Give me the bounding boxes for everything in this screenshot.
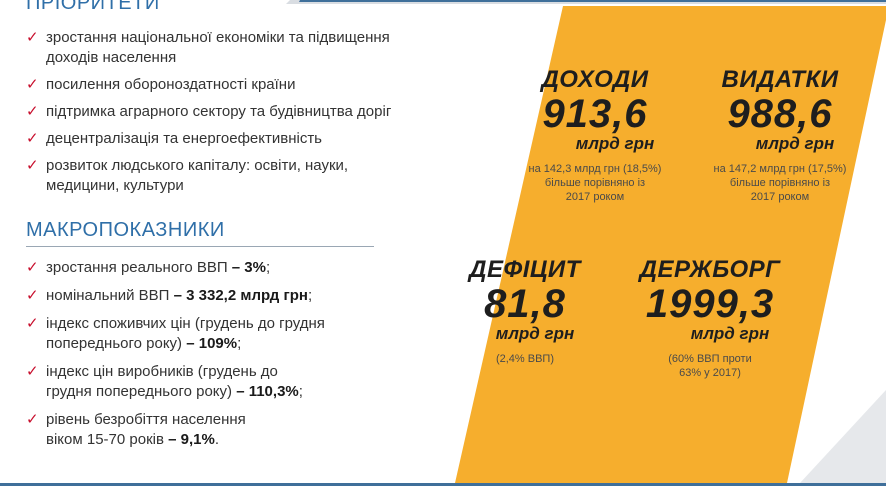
item-value: – 9,1% <box>168 431 215 448</box>
list-item: ✓ підтримка аграрного сектору та будівниц… <box>26 102 391 122</box>
check-icon: ✓ <box>26 103 39 120</box>
note-line: (2,4% ВВП) <box>495 353 555 365</box>
check-icon: ✓ <box>26 157 39 174</box>
check-icon: ✓ <box>26 76 39 93</box>
check-icon: ✓ <box>26 411 39 428</box>
debt-note: (60% ВВП проти 63% у 2017) <box>615 352 805 380</box>
priorities-list: ✓ зростання національної економіки та під… <box>26 28 391 196</box>
expenses-stat: ВИДАТКИ 988,6 млрд грн на 147,2 млрд грн… <box>690 66 870 204</box>
item-line: зростання національної економіки та підв… <box>46 29 390 46</box>
deficit-unit: млрд грн <box>495 324 575 343</box>
note-line: більше порівняно із <box>544 177 646 189</box>
check-icon: ✓ <box>26 259 39 276</box>
item-tail: ; <box>298 383 303 400</box>
top-navy-band <box>299 0 886 2</box>
item-value: – 109% <box>186 335 238 352</box>
deficit-value: 81,8 <box>484 282 566 326</box>
debt-stat: ДЕРЖБОРГ 1999,3 млрд грн (60% ВВП проти … <box>615 256 805 380</box>
revenue-stat: ДОХОДИ 913,6 млрд грн на 142,3 млрд грн … <box>505 66 685 204</box>
item-value: – 3 332,2 млрд грн <box>173 287 308 304</box>
check-icon: ✓ <box>26 363 39 380</box>
grey-corner <box>800 390 886 483</box>
revenue-note: на 142,3 млрд грн (18,5%) більше порівня… <box>505 162 685 204</box>
note-line: більше порівняно із <box>729 177 831 189</box>
note-line: 2017 роком <box>565 191 625 203</box>
note-line: на 142,3 млрд грн (18,5%) <box>528 163 662 175</box>
check-icon: ✓ <box>26 315 39 332</box>
item-text: попереднього року) <box>46 335 187 352</box>
expenses-unit: млрд грн <box>755 134 835 153</box>
item-text: номінальний ВВП <box>46 287 174 304</box>
deficit-stat: ДЕФІЦИТ 81,8 млрд грн (2,4% ВВП) <box>440 256 610 366</box>
expenses-label: ВИДАТКИ <box>721 66 839 93</box>
item-value: – 110,3% <box>236 383 299 400</box>
debt-unit: млрд грн <box>690 324 770 343</box>
item-line: розвиток людського капіталу: освіти, нау… <box>46 157 349 174</box>
item-line: підтримка аграрного сектору та будівницт… <box>46 103 392 120</box>
orange-panel <box>455 6 886 483</box>
list-item: ✓ індекс споживчих цін (грудень до грудня… <box>26 314 325 354</box>
expenses-value: 988,6 <box>727 92 833 136</box>
deficit-label: ДЕФІЦИТ <box>469 256 581 283</box>
debt-label: ДЕРЖБОРГ <box>639 256 781 283</box>
list-item: ✓ зростання національної економіки та під… <box>26 28 391 68</box>
item-tail: ; <box>307 287 313 304</box>
bottom-rule <box>0 483 886 486</box>
item-line: децентралізація та енергоефективність <box>46 130 322 147</box>
macro-title: МАКРОПОКАЗНИКИ <box>26 219 225 241</box>
item-tail: ; <box>237 335 242 352</box>
item-text: віком 15-70 років <box>46 431 169 448</box>
list-item: ✓ розвиток людського капіталу: освіти, на… <box>26 156 391 196</box>
item-text: індекс цін виробників (грудень до <box>46 363 278 380</box>
check-icon: ✓ <box>26 29 39 46</box>
list-item: ✓ номінальний ВВП – 3 332,2 млрд грн; <box>26 286 325 306</box>
note-line: 2017 роком <box>750 191 810 203</box>
priorities-title: ПРІОРИТЕТИ <box>26 0 160 14</box>
note-line: (60% ВВП проти <box>668 353 752 365</box>
list-item: ✓ рівень безробіття населення віком 15-70 … <box>26 410 325 450</box>
list-item: ✓ індекс цін виробників (грудень до грудня… <box>26 362 325 402</box>
check-icon: ✓ <box>26 287 39 304</box>
revenue-value: 913,6 <box>542 92 648 136</box>
list-item: ✓ посилення обороноздатності країни <box>26 75 391 95</box>
item-line: доходів населення <box>46 49 177 66</box>
item-line: посилення обороноздатності країни <box>46 76 296 93</box>
revenue-unit: млрд грн <box>575 134 655 153</box>
list-item: ✓ децентралізація та енергоефективність <box>26 129 391 149</box>
deficit-note: (2,4% ВВП) <box>440 352 610 366</box>
check-icon: ✓ <box>26 130 39 147</box>
revenue-label: ДОХОДИ <box>541 66 649 93</box>
item-text: зростання реального ВВП <box>46 259 232 276</box>
item-text: грудня попереднього року) <box>46 383 237 400</box>
item-text: рівень безробіття населення <box>46 411 246 428</box>
expenses-note: на 147,2 млрд грн (17,5%) більше порівня… <box>690 162 870 204</box>
macro-title-underline <box>26 246 374 247</box>
note-line: на 147,2 млрд грн (17,5%) <box>713 163 847 175</box>
item-line: медицини, культури <box>46 177 184 194</box>
list-item: ✓ зростання реального ВВП – 3%; <box>26 258 325 278</box>
note-line: 63% у 2017) <box>679 367 741 379</box>
macro-list: ✓ зростання реального ВВП – 3%; ✓ номіналь… <box>26 258 325 450</box>
item-text: індекс споживчих цін (грудень до грудня <box>46 315 325 332</box>
debt-value: 1999,3 <box>645 282 775 326</box>
item-tail: . <box>214 431 219 448</box>
item-value: – 3% <box>231 259 266 276</box>
item-tail: ; <box>266 259 271 276</box>
